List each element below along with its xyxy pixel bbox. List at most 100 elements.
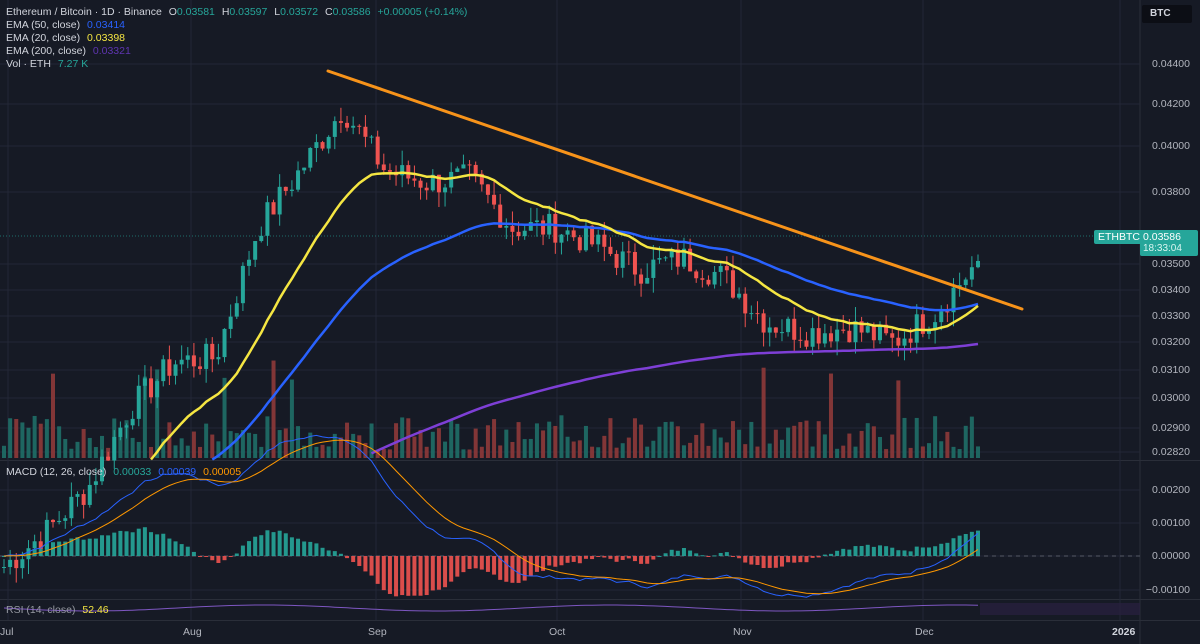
candle-body bbox=[498, 204, 503, 228]
candle-body bbox=[528, 222, 533, 231]
volume-bar bbox=[222, 377, 227, 458]
volume-legend[interactable]: Vol · ETH 7.27 K bbox=[6, 58, 92, 71]
ema20-legend[interactable]: EMA (20, close) 0.03398 bbox=[6, 32, 129, 45]
candle-body bbox=[583, 225, 588, 251]
volume-bar bbox=[798, 422, 803, 458]
candle-body bbox=[44, 519, 49, 550]
candle-body bbox=[614, 253, 619, 268]
volume-bar bbox=[859, 430, 864, 458]
volume-bar bbox=[259, 446, 264, 458]
volume-bar bbox=[779, 439, 784, 458]
ema50-legend[interactable]: EMA (50, close) 0.03414 bbox=[6, 19, 129, 32]
macd-hist-bar bbox=[583, 556, 588, 559]
ema20-value: 0.03398 bbox=[87, 32, 126, 44]
volume-bar bbox=[204, 423, 209, 458]
volume-bar bbox=[296, 426, 301, 458]
volume-value: 7.27 K bbox=[57, 58, 89, 70]
volume-bar bbox=[179, 438, 184, 458]
volume-bar bbox=[400, 417, 405, 458]
candle-body bbox=[8, 559, 13, 567]
macd-hist-bar bbox=[485, 556, 490, 572]
volume-bar bbox=[375, 449, 380, 458]
macd-hist-bar bbox=[216, 556, 221, 563]
candle-body bbox=[424, 187, 429, 191]
volume-bar bbox=[351, 433, 356, 458]
volume-bar bbox=[828, 373, 833, 458]
volume-bar bbox=[124, 420, 129, 458]
candle-body bbox=[559, 234, 564, 243]
macd-hist-bar bbox=[75, 537, 80, 556]
volume-bar bbox=[467, 449, 472, 458]
macd-hist-bar bbox=[210, 556, 215, 561]
candle-body bbox=[167, 359, 172, 376]
volume-bar bbox=[522, 439, 527, 458]
macd-hist-bar bbox=[755, 556, 760, 565]
macd-hist-bar bbox=[320, 547, 325, 556]
volume-bar bbox=[247, 432, 252, 458]
volume-bar bbox=[461, 449, 466, 458]
candle-body bbox=[859, 321, 864, 333]
macd-hist-bar bbox=[534, 556, 539, 572]
volume-bar bbox=[871, 426, 876, 458]
candle-body bbox=[669, 249, 674, 258]
time-tick: Oct bbox=[549, 626, 566, 638]
macd-hist-bar bbox=[847, 549, 852, 556]
macd-hist-bar bbox=[492, 556, 497, 575]
volume-bar bbox=[185, 445, 190, 458]
volume-bar bbox=[583, 425, 588, 458]
volume-bar bbox=[38, 423, 43, 458]
candle-body bbox=[920, 314, 925, 334]
volume-bar bbox=[804, 420, 809, 458]
volume-bar bbox=[130, 437, 135, 458]
macd-hist-bar bbox=[853, 546, 858, 556]
volume-bar bbox=[541, 430, 546, 458]
volume-bar bbox=[198, 446, 203, 458]
macd-tick: 0.00200 bbox=[1152, 484, 1190, 496]
macd-hist-bar bbox=[271, 532, 276, 556]
macd-hist-bar bbox=[461, 556, 466, 573]
volume-bar bbox=[847, 433, 852, 458]
volume-bar bbox=[57, 426, 62, 458]
macd-hist-bar bbox=[418, 556, 423, 596]
macd-line-value: 0.00039 bbox=[158, 466, 197, 478]
volume-bar bbox=[675, 426, 680, 458]
volume-bar bbox=[945, 431, 950, 458]
currency-button[interactable]: BTC bbox=[1142, 5, 1192, 23]
candle-body bbox=[577, 237, 582, 251]
candle-body bbox=[779, 332, 784, 334]
candle-body bbox=[516, 231, 521, 237]
candle-body bbox=[412, 178, 417, 181]
time-tick: Dec bbox=[915, 626, 934, 638]
candle-body bbox=[847, 330, 852, 343]
candle-body bbox=[951, 287, 956, 313]
volume-bar bbox=[951, 446, 956, 458]
macd-hist-bar bbox=[424, 556, 429, 596]
volume-bar bbox=[651, 440, 656, 458]
volume-bar bbox=[590, 446, 595, 458]
candle-body bbox=[124, 425, 129, 428]
volume-bar bbox=[853, 446, 858, 458]
macd-hist-bar bbox=[253, 536, 258, 556]
volume-bar bbox=[479, 446, 484, 458]
volume-bar bbox=[100, 435, 105, 458]
macd-hist-bar bbox=[700, 555, 705, 557]
trendline bbox=[326, 69, 1024, 311]
symbol-title: Ethereum / Bitcoin · 1D · Binance bbox=[6, 6, 162, 18]
macd-hist-bar bbox=[222, 556, 227, 561]
candle-body bbox=[173, 364, 178, 376]
volume-bar bbox=[920, 446, 925, 458]
macd-hist-bar bbox=[498, 556, 503, 580]
macd-hist-bar bbox=[933, 546, 938, 556]
macd-hist-bar bbox=[149, 532, 154, 556]
ema200-legend[interactable]: EMA (200, close) 0.03321 bbox=[6, 45, 135, 58]
macd-hist-bar bbox=[136, 528, 141, 556]
macd-hist-bar bbox=[835, 550, 840, 556]
symbol-legend: Ethereum / Bitcoin · 1D · Binance O0.035… bbox=[6, 6, 471, 19]
macd-hist-bar bbox=[436, 556, 441, 590]
candle-body bbox=[161, 359, 166, 382]
macd-hist-bar bbox=[639, 556, 644, 564]
macd-legend[interactable]: MACD (12, 26, close) 0.00033 0.00039 0.0… bbox=[6, 466, 245, 479]
macd-hist-bar bbox=[749, 556, 754, 565]
rsi-legend[interactable]: RSI (14, close) 52.46 bbox=[6, 604, 113, 617]
